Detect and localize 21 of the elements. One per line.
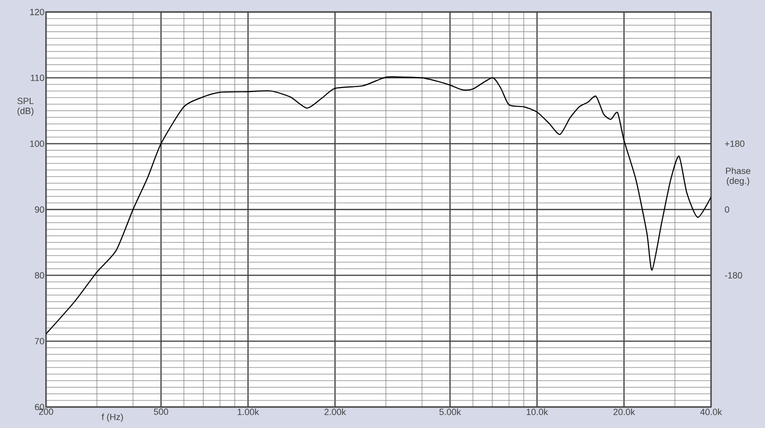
y2-tick-label: 0: [724, 206, 730, 213]
x-axis-title: f (Hz): [102, 414, 123, 422]
y-tick-label: 70: [34, 338, 44, 344]
y-tick-label: 80: [34, 272, 44, 279]
y2-axis-title: Phase (deg.): [726, 167, 750, 186]
x-tick-label: 20.0k: [614, 408, 635, 416]
y-tick-label: 60: [34, 404, 44, 410]
x-tick-label: 40.0k: [700, 408, 722, 416]
y-axis-title: SPL (dB): [17, 98, 34, 116]
y-tick-label: 90: [34, 206, 44, 213]
x-tick-label: 2.00k: [324, 408, 346, 416]
y-tick-label: 100: [30, 140, 44, 147]
x-tick-label: 10.0k: [526, 408, 548, 416]
y-tick-label: 120: [30, 8, 44, 16]
y2-tick-label: -180: [724, 272, 742, 279]
y2-tick-label: +180: [724, 140, 744, 147]
x-tick-label: 5.00k: [439, 408, 462, 416]
x-tick-label: 1.00k: [238, 408, 260, 416]
y-tick-label: 110: [30, 74, 44, 82]
x-tick-label: 500: [154, 408, 168, 415]
x-tick-label: 200: [38, 408, 54, 415]
